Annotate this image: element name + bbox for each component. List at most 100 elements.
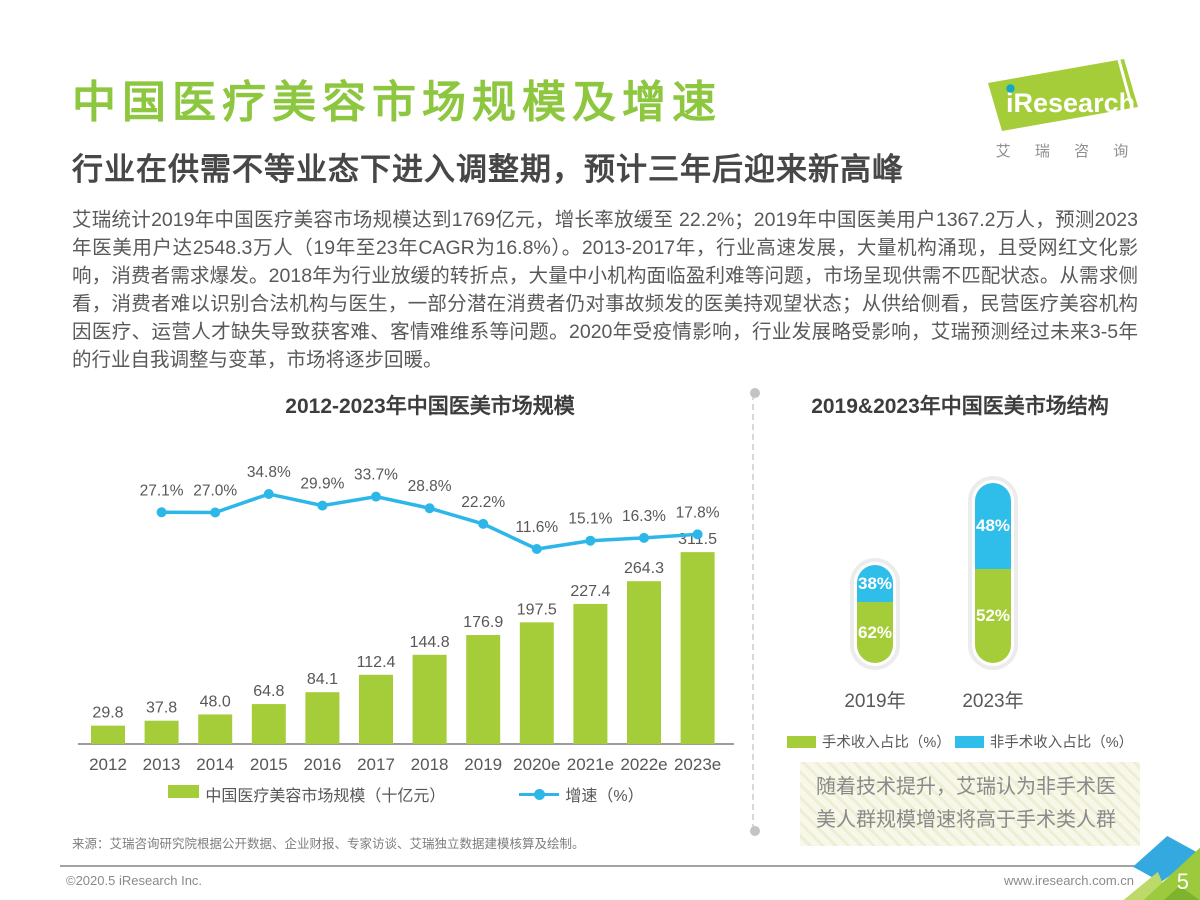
- page-subtitle: 行业在供需不等业态下进入调整期，预计三年后迎来新高峰: [72, 152, 904, 187]
- bar-value-label: 112.4: [357, 654, 396, 671]
- x-axis-tick-label: 2018: [411, 755, 449, 774]
- x-axis-tick-label: 2021e: [567, 755, 614, 774]
- bar-2019: [466, 635, 501, 744]
- bar-2022e: [627, 581, 661, 744]
- nonsurgery-swatch-icon: [954, 735, 984, 748]
- growth-value-label: 16.3%: [622, 508, 666, 525]
- bar-value-label: 176.9: [463, 614, 503, 631]
- page-corner-decoration: 5: [1122, 836, 1200, 900]
- iresearch-logo: iResearch 艾 瑞 咨 询: [982, 55, 1142, 161]
- iresearch-logo-mark: iResearch: [988, 59, 1138, 131]
- segment-percent-label: 48%: [975, 516, 1011, 536]
- bar-value-label: 84.1: [307, 671, 338, 688]
- x-axis-tick-label: 2017: [357, 755, 395, 774]
- growth-line-point: [585, 535, 596, 546]
- segment-percent-label: 38%: [857, 573, 893, 593]
- growth-line-point: [478, 518, 489, 529]
- growth-line-point: [531, 544, 542, 555]
- bar-value-label: 29.8: [92, 705, 123, 722]
- bar-value-label: 48.0: [200, 693, 231, 710]
- logo-i-dot-icon: [1006, 84, 1015, 93]
- x-axis-tick-label: 2015: [250, 755, 288, 774]
- legend-label-market-size: 中国医疗美容市场规模（十亿元）: [205, 788, 446, 805]
- bar-2014: [198, 714, 233, 744]
- bar-value-label: 37.8: [146, 700, 177, 717]
- bar-2012: [91, 725, 125, 744]
- x-axis-tick-label: 2019: [464, 755, 502, 774]
- bar-value-label: 64.8: [253, 683, 284, 700]
- bar-2018: [412, 654, 447, 744]
- left-chart-title: 2012-2023年中国医美市场规模: [285, 395, 575, 418]
- growth-line-point: [156, 507, 167, 518]
- growth-value-label: 11.6%: [515, 519, 558, 536]
- segment-percent-label: 62%: [857, 622, 893, 642]
- growth-line-point: [424, 503, 435, 514]
- x-axis-tick-label: 2012: [89, 755, 127, 774]
- growth-value-label: 17.8%: [676, 504, 720, 521]
- x-axis-tick-label: 2014: [196, 755, 234, 774]
- right-chart-title: 2019&2023年中国医美市场结构: [811, 395, 1109, 418]
- footer-website: www.iresearch.com.cn: [1003, 873, 1134, 888]
- bar-2020e: [519, 622, 554, 744]
- section-divider: [750, 388, 760, 836]
- growth-value-label: 34.8%: [247, 464, 291, 481]
- bar-2016: [305, 692, 340, 744]
- bar-2013: [144, 720, 179, 744]
- pill-chart-area: 38% 62% 2019年 48% 52% 2023年: [780, 390, 1140, 720]
- right-chart-legend: 手术收入占比（%） 非手术收入占比（%）: [780, 731, 1140, 752]
- bar-value-label: 264.3: [624, 560, 664, 577]
- bar-value-label: 144.8: [410, 634, 450, 651]
- bar-2017: [359, 674, 393, 744]
- x-axis-tick-label: 2022e: [620, 755, 667, 774]
- nonsurgery-segment: 38%: [857, 565, 893, 603]
- nonsurgery-segment: 48%: [975, 483, 1011, 570]
- market-size-chart-section: 2012-2023年中国医美市场规模 29.8 2012 37.8 2013 48.0 2…: [72, 390, 740, 820]
- legend-label-nonsurgery: 非手术收入占比（%）: [989, 735, 1134, 751]
- bar-2021e: [573, 603, 608, 744]
- bar-value-label: 197.5: [517, 601, 557, 618]
- growth-value-label: 15.1%: [568, 511, 612, 528]
- x-axis-tick-label: 2013: [143, 755, 181, 774]
- body-paragraph: 艾瑞统计2019年中国医疗美容市场规模达到1769亿元，增长率放缓至 22.2%…: [72, 209, 1138, 371]
- growth-value-label: 29.9%: [300, 476, 344, 493]
- growth-line-point: [317, 500, 328, 511]
- surgery-swatch-icon: [786, 735, 816, 748]
- logo-slash: [1117, 59, 1133, 105]
- source-note: 来源：艾瑞咨询研究院根据公开数据、企业财报、专家访谈、艾瑞独立数据建模核算及绘制…: [72, 837, 585, 851]
- divider-dot-top: [750, 388, 760, 398]
- surgery-segment: 52%: [975, 569, 1011, 663]
- bar-2015: [251, 704, 286, 744]
- footer-divider: [60, 865, 1140, 867]
- growth-line-point: [692, 529, 703, 540]
- market-structure-chart-section: 2019&2023年中国医美市场结构 38% 62% 2019年 48% 52% 2023…: [780, 390, 1140, 852]
- logo-brand-text: iResearch: [1006, 88, 1135, 118]
- analyst-note: 随着技术提升，艾瑞认为非手术医美人群规模增速将高于手术类人群: [800, 762, 1140, 846]
- page-title: 中国医疗美容市场规模及增速: [72, 78, 722, 127]
- pill-inner: 38% 62%: [857, 565, 893, 663]
- legend-label-growth: 增速（%）: [565, 788, 644, 805]
- growth-value-label: 33.7%: [354, 467, 398, 484]
- bar-value-label: 227.4: [570, 583, 610, 600]
- growth-value-label: 28.8%: [408, 478, 452, 495]
- pill-year-label: 2019年: [844, 691, 906, 712]
- growth-value-label: 27.0%: [193, 483, 237, 500]
- legend-label-surgery: 手术收入占比（%）: [821, 735, 951, 751]
- pill-2019年: 38% 62%: [850, 558, 900, 670]
- pill-2023年: 48% 52%: [968, 476, 1018, 670]
- x-axis-tick-label: 2020e: [513, 755, 560, 774]
- logo-parallelogram: [988, 59, 1138, 131]
- x-axis-tick-label: 2023e: [674, 755, 721, 774]
- legend-item-market-size: [168, 785, 200, 803]
- bar-line-chart: 29.8 2012 37.8 2013 48.0 2014 64.8 2015 84.1 2016…: [78, 464, 734, 774]
- left-chart-legend: 中国医疗美容市场规模（十亿元） 增速（%）: [72, 782, 740, 806]
- pill-inner: 48% 52%: [975, 483, 1011, 663]
- line-series-swatch-icon: [519, 788, 560, 801]
- footer-copyright: ©2020.5 iResearch Inc.: [66, 873, 203, 888]
- growth-line-point: [371, 491, 381, 502]
- bar-2023e: [680, 552, 715, 744]
- growth-line-point: [639, 532, 649, 543]
- growth-value-label: 22.2%: [461, 494, 505, 511]
- growth-line: [161, 492, 698, 551]
- segment-percent-label: 52%: [975, 606, 1011, 626]
